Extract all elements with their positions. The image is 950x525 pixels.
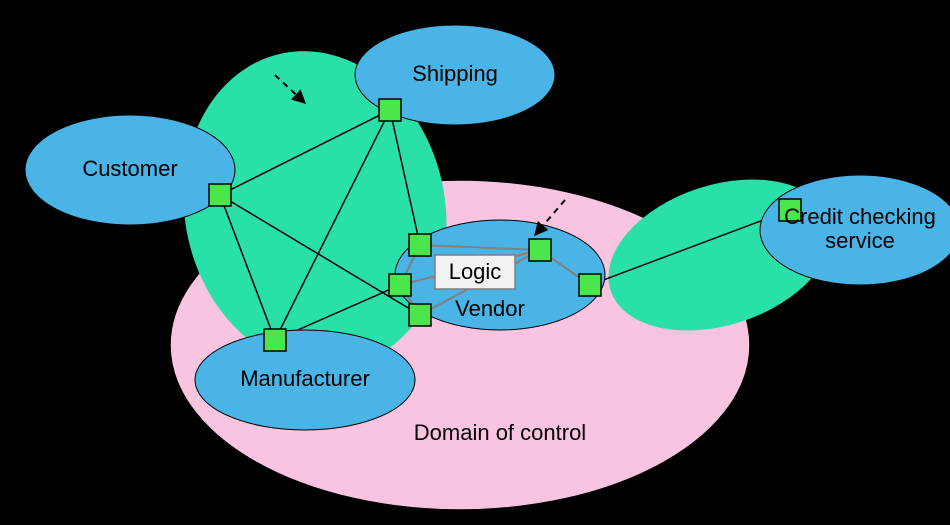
diagram-canvas: LogicCustomerShippingCredit checkingserv… <box>0 0 950 525</box>
logic-label: Logic <box>449 259 502 284</box>
port-p-vendor-left1 <box>389 274 411 296</box>
label-shipping: Shipping <box>412 61 498 86</box>
port-p-shipping <box>379 99 401 121</box>
port-p-vendor-right <box>579 274 601 296</box>
domain-label: Domain of control <box>414 420 586 445</box>
port-p-manufacturer <box>264 329 286 351</box>
port-p-vendor-left2 <box>409 304 431 326</box>
port-p-inner <box>529 239 551 261</box>
port-p-vendor-top <box>409 234 431 256</box>
port-p-customer <box>209 184 231 206</box>
label-manufacturer: Manufacturer <box>240 366 370 391</box>
label-vendor: Vendor <box>455 296 525 321</box>
label-customer: Customer <box>82 156 177 181</box>
